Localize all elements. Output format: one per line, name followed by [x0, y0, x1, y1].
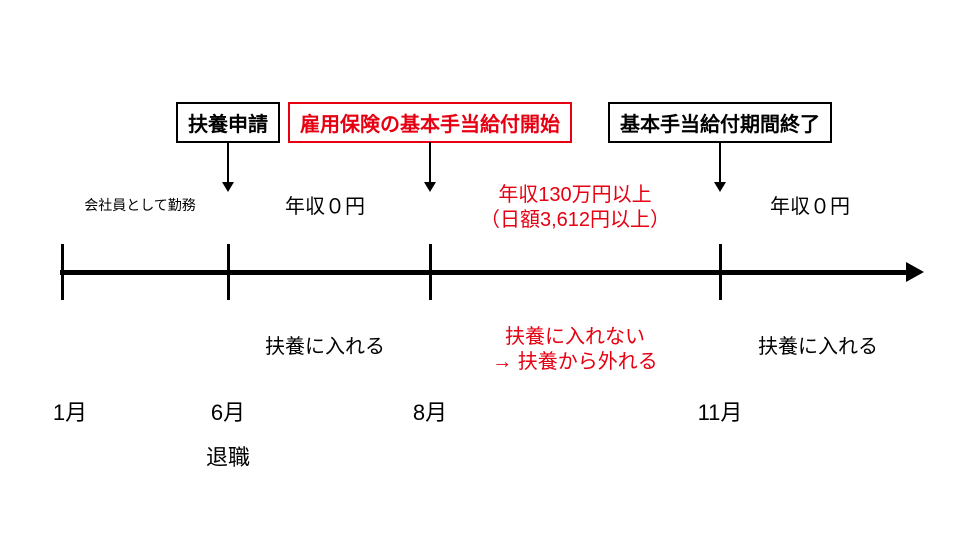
tick-nov [719, 244, 722, 300]
sublabel-jun: 退職 [206, 440, 250, 472]
seg2-top: 年収０円 [285, 190, 365, 219]
box-fuyou-apply: 扶養申請 [176, 102, 280, 143]
box-kihon-start: 雇用保険の基本手当給付開始 [288, 102, 572, 143]
timeline-axis [60, 270, 908, 275]
seg3-bot-line2: → 扶養から外れる [492, 345, 658, 374]
month-jun: 6月 [211, 395, 245, 427]
seg1-top: 会社員として勤務 [84, 195, 196, 215]
tick-jun [227, 244, 230, 300]
month-aug: 8月 [413, 395, 447, 427]
month-jan: 1月 [53, 395, 87, 427]
seg4-top: 年収０円 [770, 190, 850, 219]
timeline-axis-arrowhead [906, 262, 924, 282]
box-kihon-end: 基本手当給付期間終了 [608, 102, 832, 143]
tick-jan [61, 244, 64, 300]
tick-aug [429, 244, 432, 300]
seg3-top-line2: （日額3,612円以上） [480, 203, 670, 232]
timeline-diagram: 扶養申請 雇用保険の基本手当給付開始 基本手当給付期間終了 会社員として勤務 年… [0, 0, 968, 545]
seg4-bot: 扶養に入れる [758, 330, 878, 359]
seg2-bot: 扶養に入れる [265, 330, 385, 359]
month-nov: 11月 [698, 395, 743, 427]
